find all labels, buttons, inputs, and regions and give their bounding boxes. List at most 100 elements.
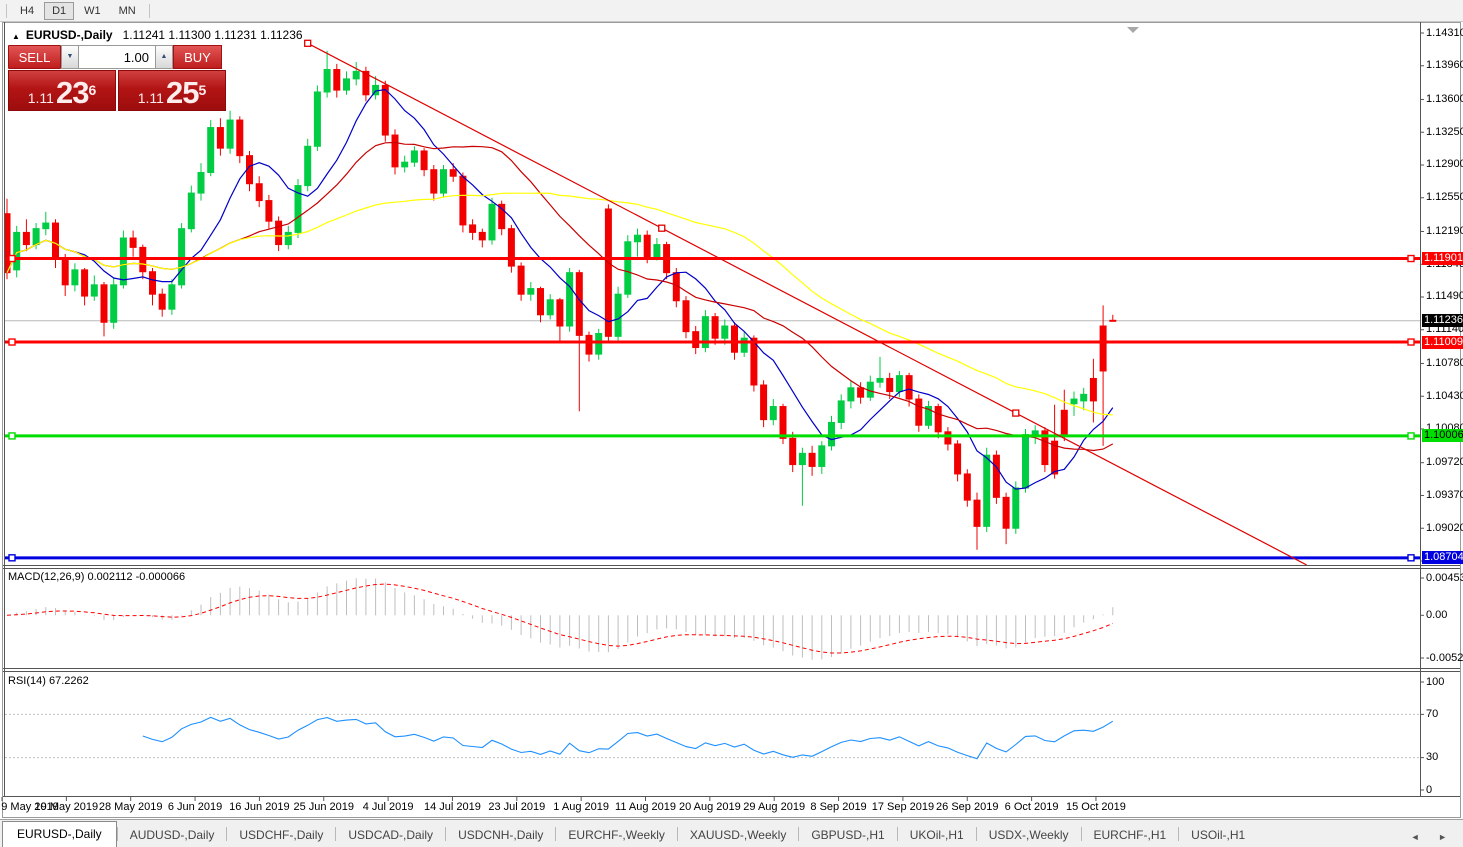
- date-tick-label: 6 Oct 2019: [1004, 801, 1059, 813]
- price-tick-label: 1.13960: [1426, 59, 1463, 72]
- symbol-tab-ukoil[interactable]: UKOil-,H1: [909, 828, 964, 842]
- tab-separator: [798, 827, 800, 841]
- rsi-axis-label: 0: [1426, 783, 1433, 796]
- macd-axis-label: 0.004536: [1426, 571, 1463, 584]
- buy-price-prefix: 1.11: [137, 90, 164, 106]
- tab-separator: [975, 827, 977, 841]
- buy-price-pipette: 5: [198, 82, 207, 98]
- date-tick-label: 25 Jun 2019: [293, 801, 355, 813]
- symbol-tab-eurusd[interactable]: EURUSD-,Daily: [2, 821, 117, 847]
- chart-ohlc-values: 1.11241 1.11300 1.11231 1.11236: [122, 28, 303, 42]
- price-tick-label: 1.12190: [1426, 224, 1463, 237]
- chart-shift-marker-icon[interactable]: [1127, 27, 1139, 33]
- symbol-tab-usdcad[interactable]: USDCAD-,Daily: [348, 828, 434, 842]
- chart-title: ▲ EURUSD-,Daily 1.11241 1.11300 1.11231 1.…: [12, 28, 303, 42]
- price-tick-label: 1.09020: [1426, 521, 1463, 534]
- price-tick-label: 1.09720: [1426, 456, 1463, 469]
- current-price-box: 1.11236: [1422, 314, 1463, 328]
- tab-separator: [896, 827, 898, 841]
- timeframe-button-mn[interactable]: MN: [118, 4, 136, 17]
- rsi-label: RSI(14) 67.2262: [8, 675, 89, 687]
- volume-decrease-button[interactable]: ▼: [61, 45, 79, 69]
- date-tick-label: 26 Sep 2019: [936, 801, 999, 813]
- date-tick-label: 14 Jul 2019: [423, 801, 481, 813]
- macd-label: MACD(12,26,9) 0.002112 -0.000066: [8, 571, 186, 583]
- timeframe-button-d1[interactable]: D1: [44, 1, 75, 20]
- price-tick-label: 1.10430: [1426, 389, 1463, 402]
- date-tick-label: 20 Aug 2019: [678, 801, 741, 813]
- volume-input[interactable]: [79, 45, 155, 69]
- symbol-tab-usoil[interactable]: USOil-,H1: [1191, 828, 1246, 842]
- date-tick-label: 15 Oct 2019: [1065, 801, 1126, 813]
- price-tick-label: 1.10780: [1426, 356, 1463, 369]
- tab-separator: [226, 827, 228, 841]
- tab-separator: [676, 827, 678, 841]
- timeframe-button-h4[interactable]: H4: [20, 4, 35, 17]
- chart-window: [2, 22, 1461, 818]
- price-tick-label: 1.14310: [1426, 26, 1463, 39]
- symbol-tab-usdx[interactable]: USDX-,Weekly: [988, 828, 1069, 842]
- date-tick-label: 29 Aug 2019: [743, 801, 806, 813]
- buy-price-main: 25: [165, 75, 199, 110]
- level-price-box: 1.11009: [1422, 335, 1463, 349]
- date-tick-label: 1 Aug 2019: [553, 801, 609, 813]
- symbol-tab-eurchf[interactable]: EURCHF-,H1: [1093, 828, 1167, 842]
- date-tick-label: 28 May 2019: [98, 801, 163, 813]
- symbol-tab-xauusd[interactable]: XAUUSD-,Weekly: [689, 828, 787, 842]
- toolbar-separator: [6, 3, 7, 18]
- tab-separator: [1080, 827, 1082, 841]
- date-tick-label: 9 May 2019: [1, 801, 59, 813]
- date-tick-label: 16 Jun 2019: [229, 801, 290, 813]
- price-tick-label: 1.09370: [1426, 488, 1463, 501]
- macd-signal-line: [6, 583, 1113, 654]
- price-tick-label: 1.12900: [1426, 158, 1463, 171]
- level-price-box: 1.08704: [1422, 551, 1463, 565]
- symbol-tab-usdchf[interactable]: USDCHF-,Daily: [239, 828, 324, 842]
- symbol-tab-eurchf[interactable]: EURCHF-,Weekly: [568, 828, 665, 842]
- date-tick-label: 6 Jun 2019: [167, 801, 223, 813]
- timeframe-button-w1[interactable]: W1: [84, 4, 101, 17]
- descending-trendline[interactable]: [304, 39, 1307, 565]
- date-tick-label: 8 Sep 2019: [810, 801, 867, 813]
- rsi-axis-label: 100: [1426, 675, 1445, 688]
- collapse-trade-panel-icon[interactable]: ▲: [12, 32, 20, 41]
- date-tick-label: 19 May 2019: [34, 801, 99, 813]
- symbol-tab-audusd[interactable]: AUDUSD-,Daily: [129, 828, 215, 842]
- volume-increase-button[interactable]: ▲: [155, 45, 173, 69]
- tab-separator: [445, 827, 447, 841]
- tab-separator: [555, 827, 557, 841]
- price-tick-label: 1.12550: [1426, 191, 1463, 204]
- price-tick-label: 1.13250: [1426, 125, 1463, 138]
- macd-histogram: [16, 578, 1114, 660]
- rsi-line: [142, 716, 1114, 760]
- sell-price-pipette: 6: [88, 82, 97, 98]
- price-tick-label: 1.11490: [1426, 290, 1463, 303]
- date-tick-label: 17 Sep 2019: [871, 801, 935, 813]
- price-tick-label: 1.13600: [1426, 92, 1463, 105]
- candlestick-series: [5, 50, 1117, 550]
- tab-separator: [1178, 827, 1180, 841]
- date-axis: 9 May 2019 19 May 2019 28 May 2019 6 Jun 20…: [0, 798, 1420, 818]
- date-tick-label: 4 Jul 2019: [362, 801, 414, 813]
- sell-price-prefix: 1.11: [27, 90, 54, 106]
- toolbar-separator: [148, 3, 150, 18]
- buy-button[interactable]: BUY: [173, 45, 222, 69]
- sell-price-tile[interactable]: 1.11 23 6: [8, 70, 116, 111]
- symbol-tab-bar: EURUSD-,Daily AUDUSD-,Daily USDCHF-,Daily U…: [0, 819, 1463, 847]
- symbol-tab-gbpusd[interactable]: GBPUSD-,H1: [811, 828, 885, 842]
- level-price-box: 1.10006: [1422, 429, 1463, 443]
- symbol-tab-usdcnh[interactable]: USDCNH-,Daily: [458, 828, 544, 842]
- date-tick-label: 23 Jul 2019: [488, 801, 546, 813]
- panel-borders: [3, 22, 1460, 797]
- horizontal-level-lines[interactable]: [5, 254, 1420, 562]
- chart-symbol-label: EURUSD-,Daily: [25, 28, 113, 42]
- sell-price-main: 23: [55, 75, 89, 110]
- tab-scroll-arrows[interactable]: ◄ ►: [1410, 832, 1455, 842]
- macd-axis-label: 0.00: [1426, 608, 1448, 621]
- macd-axis-label: -0.005205: [1426, 651, 1463, 664]
- buy-price-tile[interactable]: 1.11 25 5: [118, 70, 226, 111]
- sell-button[interactable]: SELL: [8, 45, 61, 69]
